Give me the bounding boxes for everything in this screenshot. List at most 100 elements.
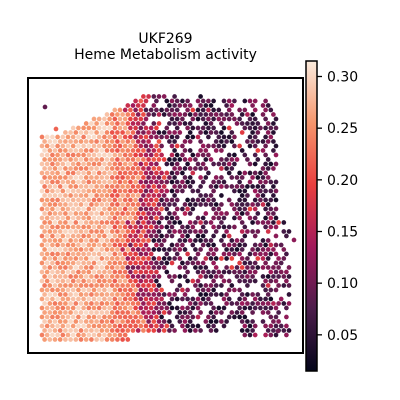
spot-marker <box>96 134 102 140</box>
spot-marker <box>258 296 263 302</box>
spot-marker <box>271 301 276 306</box>
spot-marker <box>211 224 216 230</box>
spot-marker <box>91 134 97 140</box>
spot-marker <box>91 269 97 275</box>
spot-marker <box>52 256 58 261</box>
spot-marker <box>115 301 120 306</box>
spot-marker <box>154 179 159 185</box>
spot-marker <box>42 256 47 261</box>
spot-marker <box>224 319 229 324</box>
spot-marker <box>211 287 216 293</box>
spot-marker <box>52 328 58 333</box>
spot-marker <box>39 296 45 302</box>
spot-marker <box>154 152 159 158</box>
spot-marker <box>130 247 136 252</box>
spot-marker <box>107 179 112 185</box>
spot-marker <box>55 206 60 212</box>
spot-marker <box>143 278 149 284</box>
spot-marker <box>104 175 110 180</box>
spot-marker <box>89 319 94 324</box>
spot-marker <box>112 323 118 329</box>
spot-marker <box>70 188 76 194</box>
spot-marker <box>89 238 94 243</box>
spot-marker <box>107 215 112 221</box>
spot-marker <box>182 121 188 126</box>
spot-marker <box>102 251 107 257</box>
spot-marker <box>42 247 47 252</box>
spot-marker <box>83 148 89 153</box>
spot-marker <box>247 332 253 338</box>
spot-marker <box>122 179 128 185</box>
spot-marker <box>260 247 266 252</box>
spot-marker <box>143 296 149 302</box>
spot-marker <box>260 112 266 117</box>
spot-marker <box>265 121 271 126</box>
spot-marker <box>260 301 266 306</box>
spot-marker <box>273 305 279 311</box>
spot-marker <box>148 134 154 140</box>
spot-marker <box>68 166 73 171</box>
spot-marker <box>99 292 105 297</box>
spot-marker <box>47 166 53 171</box>
spot-marker <box>161 256 167 261</box>
spot-marker <box>96 242 102 248</box>
spot-marker <box>177 157 183 162</box>
spot-marker <box>193 157 198 162</box>
spot-marker <box>94 121 99 126</box>
spot-marker <box>63 229 68 234</box>
spot-marker <box>203 256 209 261</box>
spot-marker <box>161 247 167 252</box>
spot-marker <box>89 292 94 297</box>
spot-marker <box>130 193 136 198</box>
spot-marker <box>169 179 175 185</box>
spot-marker <box>242 269 248 275</box>
spot-marker <box>169 134 175 140</box>
spot-marker <box>226 116 232 122</box>
spot-marker <box>68 184 73 189</box>
spot-marker <box>195 152 201 158</box>
spot-marker <box>128 116 133 122</box>
spot-marker <box>271 274 276 279</box>
spot-marker <box>125 247 131 252</box>
spot-marker <box>234 121 240 126</box>
spot-marker <box>146 202 151 207</box>
spot-marker <box>258 179 263 185</box>
spot-marker <box>83 292 89 297</box>
spot-marker <box>273 260 279 266</box>
spot-marker <box>125 175 131 180</box>
spot-marker <box>128 170 133 176</box>
spot-marker <box>156 211 162 216</box>
spot-marker <box>146 166 151 171</box>
spot-marker <box>133 278 138 284</box>
spot-marker <box>70 125 76 131</box>
spot-marker <box>65 296 71 302</box>
spot-marker <box>180 116 185 122</box>
spot-marker <box>130 238 136 243</box>
spot-marker <box>91 224 97 230</box>
spot-marker <box>76 125 81 131</box>
spot-marker <box>104 229 110 234</box>
spot-marker <box>125 193 131 198</box>
spot-marker <box>211 179 216 185</box>
spot-marker <box>174 215 180 221</box>
spot-marker <box>255 265 261 270</box>
spot-marker <box>78 247 84 252</box>
spot-marker <box>112 143 118 149</box>
spot-marker <box>229 283 235 288</box>
spot-marker <box>107 305 112 311</box>
spot-marker <box>112 269 118 275</box>
spot-marker <box>133 269 138 275</box>
spot-marker <box>130 211 136 216</box>
spot-marker <box>203 148 209 153</box>
spot-marker <box>138 305 144 311</box>
spot-marker <box>159 296 164 302</box>
spot-marker <box>55 296 60 302</box>
spot-marker <box>130 103 136 108</box>
spot-marker <box>128 287 133 293</box>
spot-marker <box>70 152 76 158</box>
spot-marker <box>187 229 193 234</box>
spot-marker <box>99 175 105 180</box>
spot-marker <box>239 130 245 135</box>
spot-marker <box>86 260 92 266</box>
spot-marker <box>104 283 110 288</box>
